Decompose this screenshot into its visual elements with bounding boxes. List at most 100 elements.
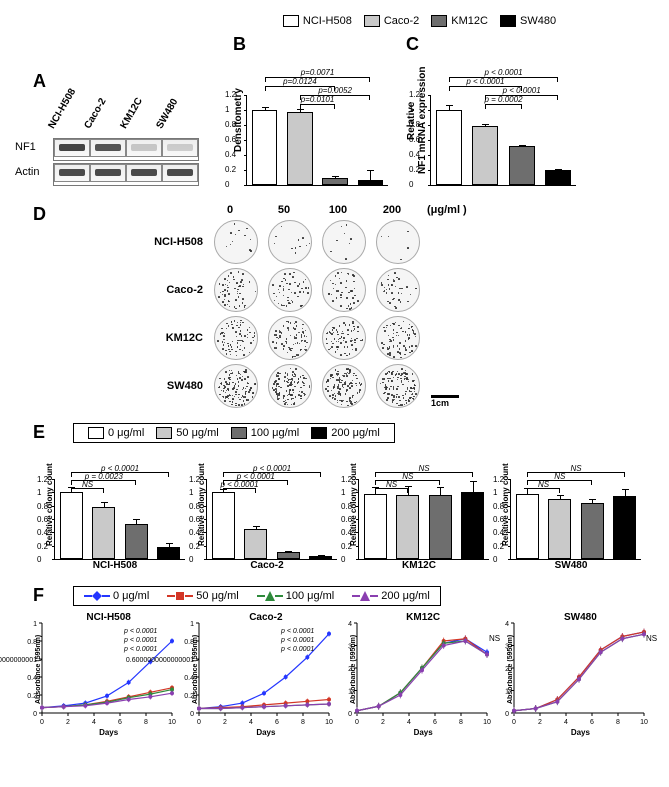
ytick: 1.2 <box>37 475 48 484</box>
ytick: 0.8 <box>225 120 236 129</box>
scale-label: 1cm <box>431 398 459 408</box>
ytick: 0.4 <box>409 150 420 159</box>
ytick: 1 <box>409 105 413 114</box>
ytick: 0.6 <box>493 515 504 524</box>
colony-row-label: Caco-2 <box>113 284 209 296</box>
ytick: 0.8 <box>37 502 48 511</box>
svg-text:10: 10 <box>325 719 333 726</box>
xlabel: Days <box>350 728 497 737</box>
svg-text:4: 4 <box>92 719 96 726</box>
swatch-icon <box>88 427 104 439</box>
ytick: 1.2 <box>409 90 420 99</box>
legend-label: 100 μg/ml <box>251 427 300 439</box>
svg-text:10: 10 <box>168 719 176 726</box>
colony-plate <box>322 220 366 264</box>
bar <box>322 178 347 186</box>
svg-text:p < 0.0001: p < 0.0001 <box>280 628 314 635</box>
bar <box>277 552 300 559</box>
panel-b-label: B <box>233 34 388 55</box>
panel-f-ylabel: Absorbance (595nm) <box>35 623 42 716</box>
marker-icon <box>352 591 378 601</box>
ytick: 0.2 <box>37 542 48 551</box>
svg-text:8: 8 <box>459 719 463 726</box>
legend-label: 0 μg/ml <box>108 427 144 439</box>
svg-text:p < 0.0001: p < 0.0001 <box>280 646 314 653</box>
colony-plate <box>214 316 258 360</box>
svg-text:0: 0 <box>197 719 201 726</box>
ytick: 1 <box>189 488 193 497</box>
ytick: 0.4 <box>341 528 352 537</box>
legend-item: 100 μg/ml <box>231 427 300 439</box>
ytick: 0.4 <box>493 528 504 537</box>
legend-item: SW480 <box>500 15 556 27</box>
gel-lane <box>126 139 162 157</box>
legend-label: 50 μg/ml <box>176 427 218 439</box>
legend-label: 200 μg/ml <box>331 427 380 439</box>
line-chart: SW480 Absorbance (595nm)012340246810NS D… <box>507 612 654 737</box>
colony-grid: NCI-H508Caco-2KM12CSW4801cm <box>113 220 467 408</box>
colony-plate <box>268 316 312 360</box>
ytick: 0.6 <box>189 515 200 524</box>
svg-text:4: 4 <box>407 719 411 726</box>
svg-text:4: 4 <box>249 719 253 726</box>
swatch-icon <box>156 427 172 439</box>
bar <box>309 556 332 559</box>
legend-item: 0 μg/ml <box>88 427 144 439</box>
chart-title: Caco-2 <box>192 612 339 623</box>
ytick: 0.6 <box>225 135 236 144</box>
bar <box>157 547 180 559</box>
colony-plate <box>268 364 312 408</box>
legend-item: 100 μg/ml <box>257 590 335 602</box>
line-chart: Caco-2 Absorbance (595nm)00.20.40.600000… <box>192 612 339 737</box>
gel-lane <box>54 164 90 182</box>
legend-label: NCI-H508 <box>303 15 352 27</box>
sig-text: p < 0.0001 <box>253 464 291 473</box>
ytick: 0.2 <box>225 165 236 174</box>
colony-row-label: NCI-H508 <box>113 236 209 248</box>
chart-title: SW480 <box>501 560 641 571</box>
bar <box>396 495 419 559</box>
western-lane-headers: NCI-H508Caco-2KM12CSW480 <box>53 96 197 136</box>
colony-plate <box>322 316 366 360</box>
ytick: 0.4 <box>225 150 236 159</box>
bar <box>287 112 312 185</box>
blot-row-label: NF1 <box>15 138 53 161</box>
bar <box>92 507 115 559</box>
ytick: 0.6 <box>341 515 352 524</box>
bar <box>545 170 571 185</box>
svg-text:10: 10 <box>483 719 491 726</box>
swatch-icon <box>311 427 327 439</box>
bar <box>252 110 277 185</box>
svg-text:8: 8 <box>301 719 305 726</box>
legend-item: 0 μg/ml <box>84 590 149 602</box>
panel-b-chart: 00.20.40.60.811.2p=0.0071p=0.0124p=0.005… <box>246 55 388 186</box>
ytick: 0.8 <box>189 502 200 511</box>
legend-item: 200 μg/ml <box>352 590 430 602</box>
panel-f-ylabel: Absorbance (595nm) <box>507 623 514 716</box>
bar <box>212 492 235 559</box>
chart-title: SW480 <box>507 612 654 623</box>
ytick: 0 <box>37 555 41 564</box>
figure-top-legend: NCI-H508 Caco-2 KM12C SW480 <box>185 15 654 30</box>
ytick: 0.2 <box>493 542 504 551</box>
panel-a-label: A <box>33 71 215 92</box>
bar <box>429 495 452 559</box>
marker-icon <box>84 591 110 601</box>
legend-label: Caco-2 <box>384 15 419 27</box>
svg-text:p < 0.0001: p < 0.0001 <box>123 628 157 635</box>
chart-title: NCI-H508 <box>35 612 182 623</box>
svg-text:2: 2 <box>381 719 385 726</box>
swatch-icon <box>500 15 516 27</box>
legend-item: KM12C <box>431 15 488 27</box>
line-chart: NCI-H508 Absorbance (595nm)00.20.40.6000… <box>35 612 182 737</box>
svg-text:NS: NS <box>489 634 500 643</box>
svg-text:p < 0.0001: p < 0.0001 <box>280 637 314 644</box>
bar <box>364 494 387 559</box>
gel-lane <box>54 139 90 157</box>
ytick: 0.2 <box>341 542 352 551</box>
sig-text: p < 0.0001 <box>484 68 522 77</box>
sig-text: p=0.0124 <box>283 77 317 86</box>
panel-c-chart: 00.20.40.60.811.2p < 0.0001p < 0.0001p <… <box>430 55 576 186</box>
sig-bracket <box>485 104 521 109</box>
legend-label: 0 μg/ml <box>113 590 149 602</box>
